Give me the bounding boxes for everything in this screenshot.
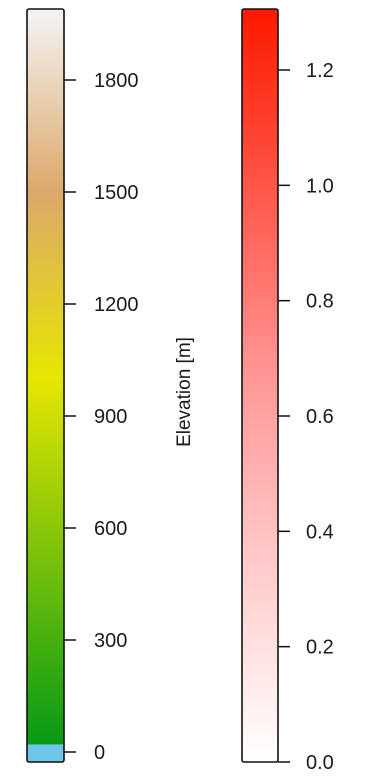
tick-label: 1200 bbox=[94, 294, 139, 316]
tick-label: 0 bbox=[94, 742, 105, 764]
colorbar-gradient bbox=[241, 8, 279, 763]
tick-label: 0.8 bbox=[306, 291, 334, 313]
tick-label: 900 bbox=[94, 406, 127, 428]
tick-label: 0.4 bbox=[306, 521, 334, 543]
tick-label: 1.0 bbox=[306, 175, 334, 197]
elevation-colorbar: 0 300 600 900 1200 1500 1800 bbox=[26, 8, 139, 764]
tick-label: 300 bbox=[94, 630, 127, 652]
tick-label: 0.2 bbox=[306, 637, 334, 659]
tick-label: 0.0 bbox=[306, 752, 334, 774]
colorbar-gradient bbox=[26, 8, 65, 763]
tick-label: 1500 bbox=[94, 182, 139, 204]
tick-label: 600 bbox=[94, 518, 127, 540]
tick-label: 0.6 bbox=[306, 406, 334, 428]
red-colorbar: 0.0 0.2 0.4 0.6 0.8 1.0 1.2 bbox=[241, 8, 334, 774]
tick-label: 1.2 bbox=[306, 60, 334, 82]
elevation-axis-label: Elevation [m] bbox=[174, 337, 195, 447]
tick-label: 1800 bbox=[94, 70, 139, 92]
